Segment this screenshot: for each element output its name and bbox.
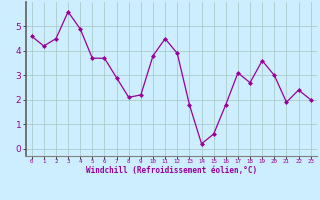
X-axis label: Windchill (Refroidissement éolien,°C): Windchill (Refroidissement éolien,°C) xyxy=(86,166,257,175)
